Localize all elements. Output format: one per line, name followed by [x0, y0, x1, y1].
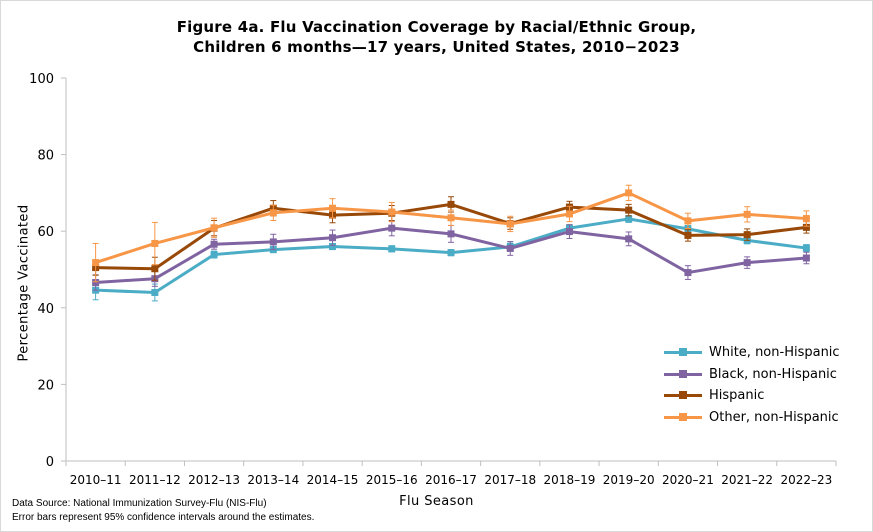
data-point-other-non-hispanic — [743, 210, 751, 218]
legend-label: White, non-Hispanic — [709, 345, 840, 361]
data-point-white-non-hispanic — [329, 243, 337, 251]
x-tick-label: 2018–19 — [544, 473, 596, 487]
data-point-black-non-hispanic — [92, 279, 100, 287]
data-point-white-non-hispanic — [388, 245, 396, 253]
legend-swatch — [664, 348, 702, 357]
data-point-black-non-hispanic — [210, 240, 218, 248]
legend-label: Other, non-Hispanic — [709, 409, 839, 425]
data-point-other-non-hispanic — [684, 217, 692, 225]
legend-item-other-non-hispanic: Other, non-Hispanic — [664, 407, 840, 429]
x-tick-label: 2019–20 — [603, 473, 655, 487]
footnote-source: Data Source: National Immunization Surve… — [12, 498, 267, 509]
data-point-other-non-hispanic — [269, 209, 277, 217]
x-tick-label: 2015–16 — [366, 473, 418, 487]
data-point-hispanic — [802, 223, 810, 231]
data-point-hispanic — [151, 265, 159, 273]
data-point-black-non-hispanic — [506, 244, 514, 252]
legend-swatch — [664, 369, 702, 378]
data-point-black-non-hispanic — [329, 234, 337, 242]
data-point-hispanic — [625, 206, 633, 214]
data-point-black-non-hispanic — [625, 235, 633, 243]
data-point-black-non-hispanic — [565, 228, 573, 236]
data-point-other-non-hispanic — [210, 224, 218, 232]
data-point-other-non-hispanic — [506, 220, 514, 228]
x-tick-label: 2020–21 — [662, 473, 714, 487]
legend-label: Hispanic — [709, 388, 765, 404]
data-point-white-non-hispanic — [625, 215, 633, 223]
legend-label: Black, non-Hispanic — [709, 366, 837, 382]
data-point-other-non-hispanic — [802, 215, 810, 223]
chart-title: Figure 4a. Flu Vaccination Coverage by R… — [0, 17, 873, 57]
footnote-error-bars: Error bars represent 95% confidence inte… — [12, 512, 315, 523]
data-point-other-non-hispanic — [388, 208, 396, 216]
x-tick-label: 2016–17 — [425, 473, 477, 487]
data-point-black-non-hispanic — [684, 269, 692, 277]
legend-swatch — [664, 391, 702, 400]
y-tick-label: 60 — [37, 225, 54, 240]
data-point-black-non-hispanic — [743, 259, 751, 267]
data-point-black-non-hispanic — [802, 254, 810, 262]
x-tick-label: 2012–13 — [188, 473, 240, 487]
y-tick-label: 100 — [29, 72, 54, 87]
legend-item-white-non-hispanic: White, non-Hispanic — [664, 342, 840, 364]
data-point-other-non-hispanic — [565, 210, 573, 218]
data-point-black-non-hispanic — [388, 224, 396, 232]
y-tick-label: 20 — [37, 378, 54, 393]
data-point-other-non-hispanic — [151, 239, 159, 247]
data-point-white-non-hispanic — [151, 288, 159, 296]
chart-title-line-1: Figure 4a. Flu Vaccination Coverage by R… — [176, 18, 697, 36]
legend-item-black-non-hispanic: Black, non-Hispanic — [664, 364, 840, 386]
data-point-hispanic — [684, 231, 692, 239]
x-tick-label: 2017–18 — [484, 473, 536, 487]
data-point-white-non-hispanic — [447, 249, 455, 257]
data-point-hispanic — [447, 200, 455, 208]
x-tick-label: 2014–15 — [307, 473, 359, 487]
data-point-hispanic — [743, 231, 751, 239]
x-tick-label: 2013–14 — [247, 473, 299, 487]
x-tick-label: 2011–12 — [129, 473, 181, 487]
data-point-white-non-hispanic — [802, 244, 810, 252]
x-axis-label: Flu Season — [399, 494, 474, 509]
y-tick-label: 80 — [37, 149, 54, 164]
legend-swatch — [664, 412, 702, 421]
x-tick-label: 2010–11 — [70, 473, 122, 487]
y-tick-label: 40 — [37, 302, 54, 317]
data-point-other-non-hispanic — [625, 189, 633, 197]
chart-title-line-2: Children 6 months—17 years, United State… — [193, 38, 680, 56]
data-point-white-non-hispanic — [210, 251, 218, 259]
legend-item-hispanic: Hispanic — [664, 385, 840, 407]
y-tick-label: 0 — [46, 455, 54, 470]
data-point-other-non-hispanic — [329, 204, 337, 212]
data-point-other-non-hispanic — [92, 259, 100, 267]
y-axis-label: Percentage Vaccinated — [16, 204, 32, 362]
data-point-black-non-hispanic — [447, 230, 455, 238]
data-point-black-non-hispanic — [269, 238, 277, 246]
data-point-other-non-hispanic — [447, 214, 455, 222]
x-tick-label: 2022–23 — [780, 473, 832, 487]
legend: White, non-Hispanic Black, non-Hispanic Hi… — [664, 342, 840, 428]
x-tick-label: 2021–22 — [721, 473, 773, 487]
